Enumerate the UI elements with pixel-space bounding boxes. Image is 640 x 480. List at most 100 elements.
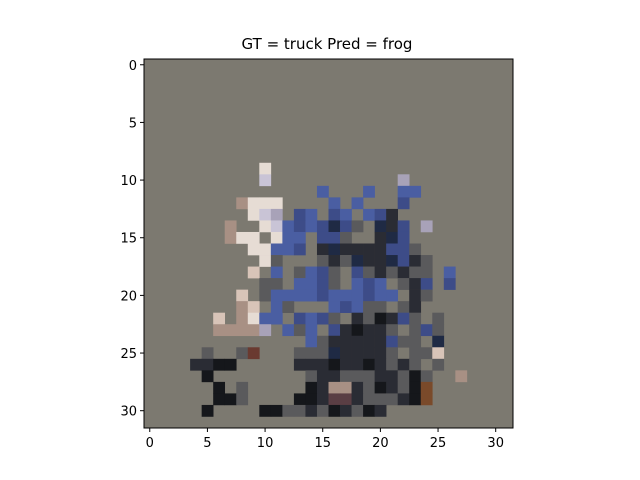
pixel-cell (363, 324, 375, 337)
pixel-cell (224, 231, 237, 244)
pixel-cell (386, 381, 398, 394)
pixel-cell (259, 174, 272, 187)
pixel-cell (328, 404, 341, 417)
pixel-cell (363, 301, 375, 313)
pixel-cell (247, 231, 260, 244)
pixel-cell (224, 220, 237, 233)
y-tick-label: 0 (129, 59, 137, 74)
pixel-cell (397, 278, 410, 290)
pixel-cell (328, 370, 341, 383)
pixel-cell (397, 381, 410, 394)
pixel-cell (305, 381, 318, 394)
pixel-cell (293, 231, 306, 244)
pixel-cell (351, 312, 364, 325)
pixel-cell (293, 324, 306, 337)
pixel-cell (351, 404, 364, 417)
pixel-cell (293, 266, 306, 279)
pixel-cell (363, 381, 375, 394)
pixel-cell (293, 243, 306, 256)
pixel-cell (386, 393, 398, 406)
pixel-cell (397, 174, 410, 187)
pixel-cell (351, 335, 364, 348)
pixel-cell (305, 324, 318, 337)
pixel-cell (420, 370, 433, 383)
x-tick-label: 20 (372, 436, 389, 451)
pixel-cell (328, 347, 341, 360)
pixel-cell (397, 255, 410, 267)
pixel-cell (282, 220, 295, 233)
pixel-cell (305, 278, 318, 290)
pixel-cell (328, 208, 341, 221)
pixel-cell (190, 358, 202, 371)
x-tick-label: 25 (430, 436, 447, 451)
pixel-cell (316, 312, 329, 325)
pixel-cell (374, 278, 387, 290)
pixel-cell (328, 255, 341, 267)
pixel-cell (397, 231, 410, 244)
pixel-cell (270, 312, 283, 325)
y-tick-label: 10 (120, 174, 137, 189)
pixel-cell (363, 289, 375, 302)
pixel-cell (397, 301, 410, 313)
pixel-cell (420, 220, 433, 233)
pixel-cell (316, 231, 329, 244)
pixel-cell (328, 312, 341, 325)
pixel-cell (455, 370, 468, 383)
pixel-cell (259, 255, 272, 267)
pixel-cell (374, 381, 387, 394)
pixel-cell (420, 278, 433, 290)
pixel-cell (409, 381, 422, 394)
pixel-cell (224, 393, 237, 406)
pixel-cell (386, 370, 398, 383)
pixel-cell (328, 289, 341, 302)
pixel-cell (397, 197, 410, 210)
pixel-cell (351, 358, 364, 371)
pixel-cell (409, 289, 422, 302)
pixel-cell (328, 381, 341, 394)
pixel-cell (340, 231, 352, 244)
pixel-cell (374, 312, 387, 325)
pixel-cell (328, 243, 341, 256)
pixel-cell (409, 347, 422, 360)
pixel-cell (351, 381, 364, 394)
pixel-cell (305, 358, 318, 371)
pixel-cell (374, 231, 387, 244)
pixel-cell (270, 197, 283, 210)
pixel-cell (236, 393, 249, 406)
pixel-cell (316, 266, 329, 279)
pixel-cell (213, 324, 226, 337)
pixel-cell (316, 404, 329, 417)
pixel-cell (305, 404, 318, 417)
heatmap-image (144, 59, 513, 428)
pixel-cell (259, 220, 272, 233)
pixel-cell (340, 243, 352, 256)
pixel-cell (328, 278, 341, 290)
pixel-cell (386, 208, 398, 221)
pixel-cell (363, 185, 375, 198)
pixel-cell (351, 243, 364, 256)
pixel-cell (328, 335, 341, 348)
pixel-cell (328, 301, 341, 313)
pixel-cell (328, 231, 341, 244)
pixel-cell (293, 404, 306, 417)
pixel-cell (259, 324, 272, 337)
pixel-cell (328, 358, 341, 371)
pixel-cell (386, 358, 398, 371)
pixel-cell (236, 197, 249, 210)
pixel-cell (443, 278, 456, 290)
x-tick-label: 15 (314, 436, 331, 451)
pixel-cell (409, 278, 422, 290)
pixel-cell (363, 208, 375, 221)
pixel-cell (282, 289, 295, 302)
pixel-cell (316, 393, 329, 406)
pixel-cell (409, 255, 422, 267)
pixel-cell (351, 278, 364, 290)
y-tick-label: 25 (120, 347, 137, 362)
pixel-cell (397, 393, 410, 406)
pixel-cell (363, 266, 375, 279)
pixel-cell (351, 347, 364, 360)
pixel-cell (374, 358, 387, 371)
pixel-cell (397, 220, 410, 233)
pixel-cell (386, 312, 398, 325)
pixel-cell (201, 347, 214, 360)
